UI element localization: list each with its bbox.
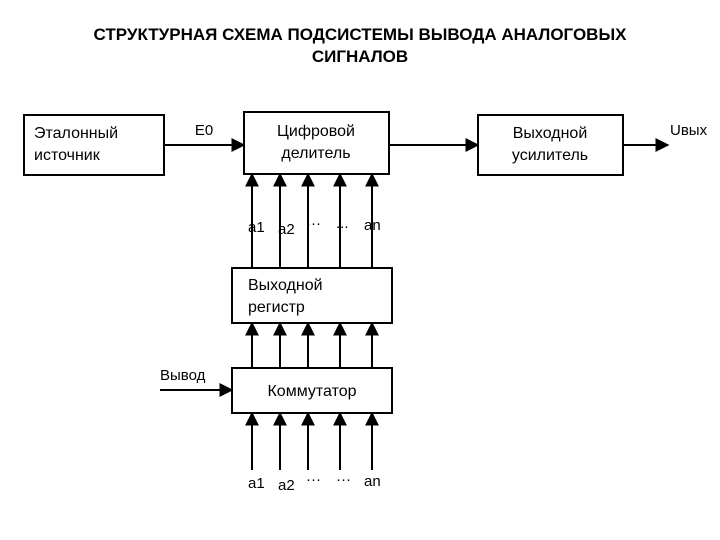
edge-amp-out: Uвых (623, 122, 708, 145)
digital-div-line1: Цифровой (277, 123, 355, 140)
bus-upper: a1 a2 ··· ... an (248, 174, 381, 268)
node-out-reg: Выходной регистр (232, 268, 392, 323)
node-digital-div: Цифровой делитель (244, 112, 389, 174)
commutator-line1: Коммутатор (267, 383, 356, 400)
bus-upper-a1: a1 (248, 219, 265, 236)
bus-lower-dots2: ··· (336, 471, 351, 488)
signal-label-vyvod: Вывод (160, 367, 206, 384)
ref-source-line1: Эталонный (34, 125, 118, 142)
bus-upper-dots1: ··· (306, 215, 321, 232)
bus-upper-dots2: ... (336, 215, 349, 232)
signal-label-e0: E0 (195, 122, 213, 139)
node-out-amp: Выходной усилитель (478, 115, 623, 175)
out-reg-line1: Выходной (248, 277, 323, 294)
bus-mid (252, 323, 372, 368)
out-reg-line2: регистр (248, 299, 305, 316)
edge-ref-to-div: E0 (164, 122, 244, 145)
digital-div-line2: делитель (281, 145, 350, 162)
bus-lower-a1: a1 (248, 475, 265, 492)
diagram-canvas: E0 Uвых Вывод a1 a2 ··· ... an (0, 0, 720, 540)
bus-upper-a2: a2 (278, 221, 295, 238)
edge-vyvod: Вывод (160, 367, 232, 390)
out-amp-line2: усилитель (512, 147, 588, 164)
bus-lower-an: an (364, 473, 381, 490)
bus-lower-a2: a2 (278, 477, 295, 494)
bus-lower-dots1: ··· (306, 471, 321, 488)
signal-label-uout: Uвых (670, 122, 708, 139)
ref-source-line2: источник (34, 147, 101, 164)
out-amp-line1: Выходной (513, 125, 588, 142)
node-ref-source: Эталонный источник (24, 115, 164, 175)
bus-lower: a1 a2 ··· ··· an (248, 413, 381, 494)
bus-upper-an: an (364, 217, 381, 234)
node-commutator: Коммутатор (232, 368, 392, 413)
